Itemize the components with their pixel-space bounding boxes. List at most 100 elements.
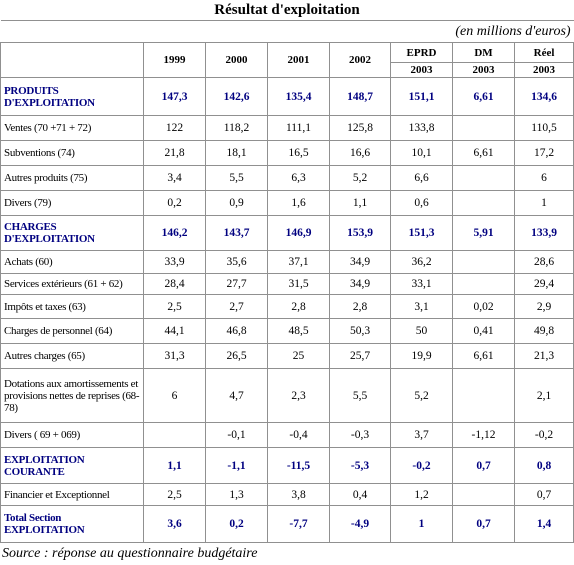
value-cell: 0,9 [205,190,268,216]
value-cell: 17,2 [513,140,574,166]
table-row: CHARGES D'EXPLOITATION 146,2 143,7 146,9 153… [0,215,574,251]
column-header: 2003 [390,62,453,78]
row-label: Total Section EXPLOITATION [0,505,144,543]
value-cell: 34,9 [329,273,391,295]
table-row: Divers (79) 0,2 0,9 1,6 1,1 0,6 1 [0,190,574,216]
value-cell: 5,2 [329,165,391,191]
value-cell: 5,5 [205,165,268,191]
table-row: Divers ( 69 + 069) -0,1 -0,4 -0,3 3,7 -1,12 -0… [0,422,574,448]
value-cell: 6,61 [452,140,515,166]
value-cell: 6,6 [390,165,453,191]
value-cell: 25,7 [329,343,391,369]
value-cell: 1,4 [513,505,574,543]
value-cell: 33,1 [390,273,453,295]
table-row: Autres charges (65) 31,3 26,5 25 25,7 19,9 6,6… [0,343,574,369]
value-cell: 118,2 [205,115,268,141]
row-label: Financier et Exceptionnel [0,483,144,506]
value-cell: 46,8 [205,318,268,344]
column-header: Réel [513,42,574,63]
value-cell: 3,6 [143,505,206,543]
column-header: 2001 [267,42,330,78]
value-cell: 110,5 [513,115,574,141]
value-cell: 3,1 [390,294,453,319]
value-cell: 146,9 [267,215,330,251]
value-cell: 2,8 [329,294,391,319]
column-header: 2002 [329,42,391,78]
value-cell: 10,1 [390,140,453,166]
table-row: EXPLOITATION COURANTE 1,1 -1,1 -11,5 -5,3 -0,… [0,447,574,484]
value-cell: 151,3 [390,215,453,251]
value-cell: -0,2 [513,422,574,448]
value-cell: -1,12 [452,422,515,448]
row-label: Impôts et taxes (63) [0,294,144,319]
value-cell: 3,4 [143,165,206,191]
empty-cell [452,165,515,191]
value-cell: 2,5 [143,294,206,319]
value-cell: 31,3 [143,343,206,369]
value-cell: 6 [143,368,206,423]
value-cell: 33,9 [143,250,206,274]
value-cell: 6,61 [452,77,515,116]
value-cell: 143,7 [205,215,268,251]
table-row: PRODUITS D'EXPLOITATION 147,3 142,6 135,4 14… [0,77,574,116]
empty-cell [452,483,515,506]
table-row: Subventions (74) 21,8 18,1 16,5 16,6 10,1 6,61… [0,140,574,166]
row-label: Achats (60) [0,250,144,274]
value-cell: -0,1 [205,422,268,448]
column-header: 2000 [205,42,268,78]
value-cell: -0,2 [390,447,453,484]
value-cell: 3,8 [267,483,330,506]
row-label: Autres charges (65) [0,343,144,369]
value-cell: 2,7 [205,294,268,319]
value-cell: 21,8 [143,140,206,166]
value-cell: 50 [390,318,453,344]
table-row: Autres produits (75) 3,4 5,5 6,3 5,2 6,6 6 [0,165,574,191]
value-cell: 44,1 [143,318,206,344]
units-row: (en millions d'euros) [0,20,574,43]
value-cell: 2,1 [513,368,574,423]
value-cell: 151,1 [390,77,453,116]
value-cell: 2,9 [513,294,574,319]
value-cell: 0,7 [452,505,515,543]
value-cell: 1,1 [329,190,391,216]
table: (en millions d'euros) 1999 2000 2001 2002 EP… [0,20,574,543]
value-cell: 5,2 [390,368,453,423]
table-row: Impôts et taxes (63) 2,5 2,7 2,8 2,8 3,1 0,02 2… [0,294,574,319]
table-row: Dotations aux amortissements et provisio… [0,368,574,423]
value-cell: 135,4 [267,77,330,116]
row-label: Subventions (74) [0,140,144,166]
value-cell: -7,7 [267,505,330,543]
header-cell [0,42,144,78]
value-cell: 34,9 [329,250,391,274]
column-header: 2003 [513,62,574,78]
column-header: DM [452,42,515,63]
value-cell: -0,4 [267,422,330,448]
value-cell: 16,6 [329,140,391,166]
value-cell: 26,5 [205,343,268,369]
row-label: PRODUITS D'EXPLOITATION [0,77,144,116]
value-cell: 1 [513,190,574,216]
value-cell: 6,3 [267,165,330,191]
value-cell: 35,6 [205,250,268,274]
empty-cell [452,115,515,141]
column-header: 1999 [143,42,206,78]
table-row: Services extérieurs (61 + 62) 28,4 27,7 31,… [0,273,574,295]
empty-cell [452,368,515,423]
value-cell: 0,02 [452,294,515,319]
value-cell: 147,3 [143,77,206,116]
value-cell: 142,6 [205,77,268,116]
value-cell: 29,4 [513,273,574,295]
value-cell: 31,5 [267,273,330,295]
empty-cell [452,273,515,295]
row-label: Ventes (70 +71 + 72) [0,115,144,141]
row-label: CHARGES D'EXPLOITATION [0,215,144,251]
value-cell: 5,5 [329,368,391,423]
value-cell: 37,1 [267,250,330,274]
value-cell: 5,91 [452,215,515,251]
empty-cell [143,422,206,448]
value-cell: 0,2 [205,505,268,543]
units: (en millions d'euros) [143,20,574,43]
value-cell: 134,6 [513,77,574,116]
value-cell: 1,1 [143,447,206,484]
